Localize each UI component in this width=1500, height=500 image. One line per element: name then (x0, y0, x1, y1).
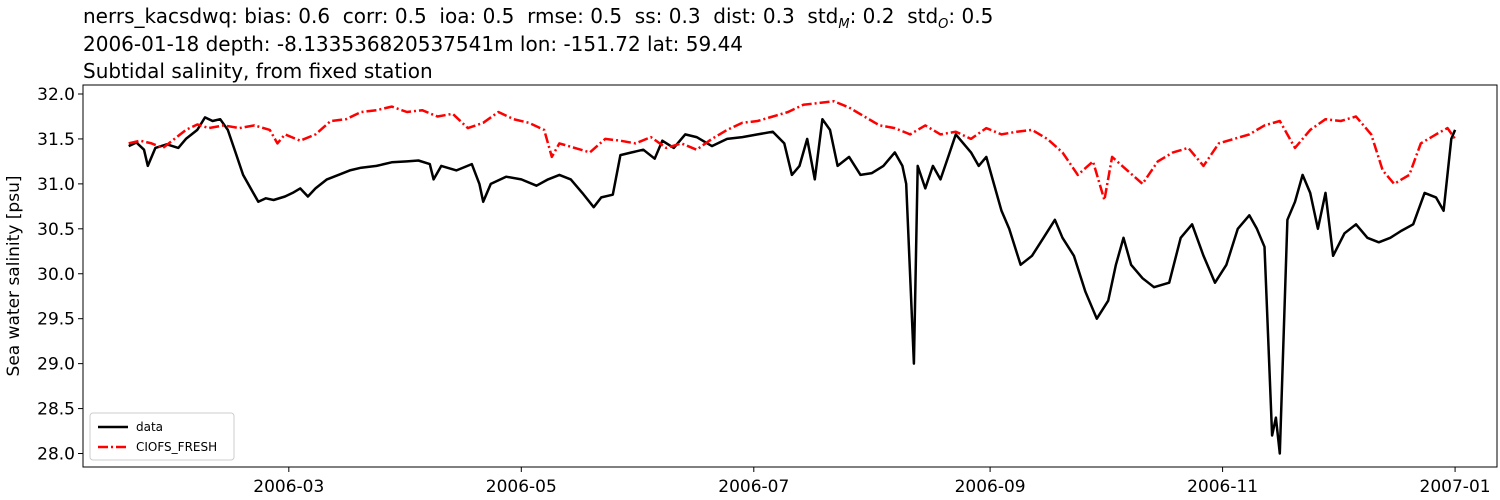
x-tick-label: 2006-03 (253, 477, 324, 497)
y-axis-label: Sea water salinity [psu] (4, 176, 24, 377)
legend: data CIOFS_FRESH (89, 412, 235, 461)
y-tick-label: 30.5 (37, 220, 75, 240)
stat-std-m: stdM: 0.2 (794, 4, 895, 32)
legend-label: CIOFS_FRESH (136, 440, 217, 454)
stat-corr: corr: 0.5 (330, 4, 427, 28)
station-name: nerrs_kacsdwq: (83, 4, 238, 28)
x-tick-label: 2006-09 (955, 477, 1026, 497)
x-tick-label: 2006-11 (1187, 477, 1258, 497)
y-tick-label: 28.5 (37, 400, 75, 420)
y-tick-label: 30.0 (37, 265, 75, 285)
chart-title-location: 2006-01-18 depth: -8.133536820537541m lo… (83, 32, 744, 56)
stat-dist: dist: 0.3 (700, 4, 795, 28)
stat-std-o: stdO: 0.5 (894, 4, 994, 32)
y-tick-label: 31.5 (37, 130, 75, 150)
chart-title-description: Subtidal salinity, from fixed station (83, 59, 433, 83)
y-tick-label: 29.0 (37, 355, 75, 375)
y-tick-label: 29.5 (37, 310, 75, 330)
stat-ioa: ioa: 0.5 (426, 4, 515, 28)
chart-title-stats: nerrs_kacsdwq: bias: 0.6 corr: 0.5 ioa: … (83, 4, 993, 32)
y-tick-label: 32.0 (37, 85, 75, 105)
stat-rmse: rmse: 0.5 (514, 4, 623, 28)
legend-label: data (136, 420, 163, 434)
series-line-data (128, 116, 1457, 455)
y-tick-label: 28.0 (37, 445, 75, 465)
plot-area (82, 84, 1498, 468)
x-tick-label: 2006-07 (718, 477, 789, 497)
stat-bias: bias: 0.6 (237, 4, 331, 28)
x-tick-label: 2006-05 (486, 477, 557, 497)
x-tick-label: 2007-01 (1420, 477, 1491, 497)
y-tick-label: 31.0 (37, 175, 75, 195)
series-line-ciofs-fresh (128, 99, 1457, 202)
stat-ss: ss: 0.3 (622, 4, 701, 28)
